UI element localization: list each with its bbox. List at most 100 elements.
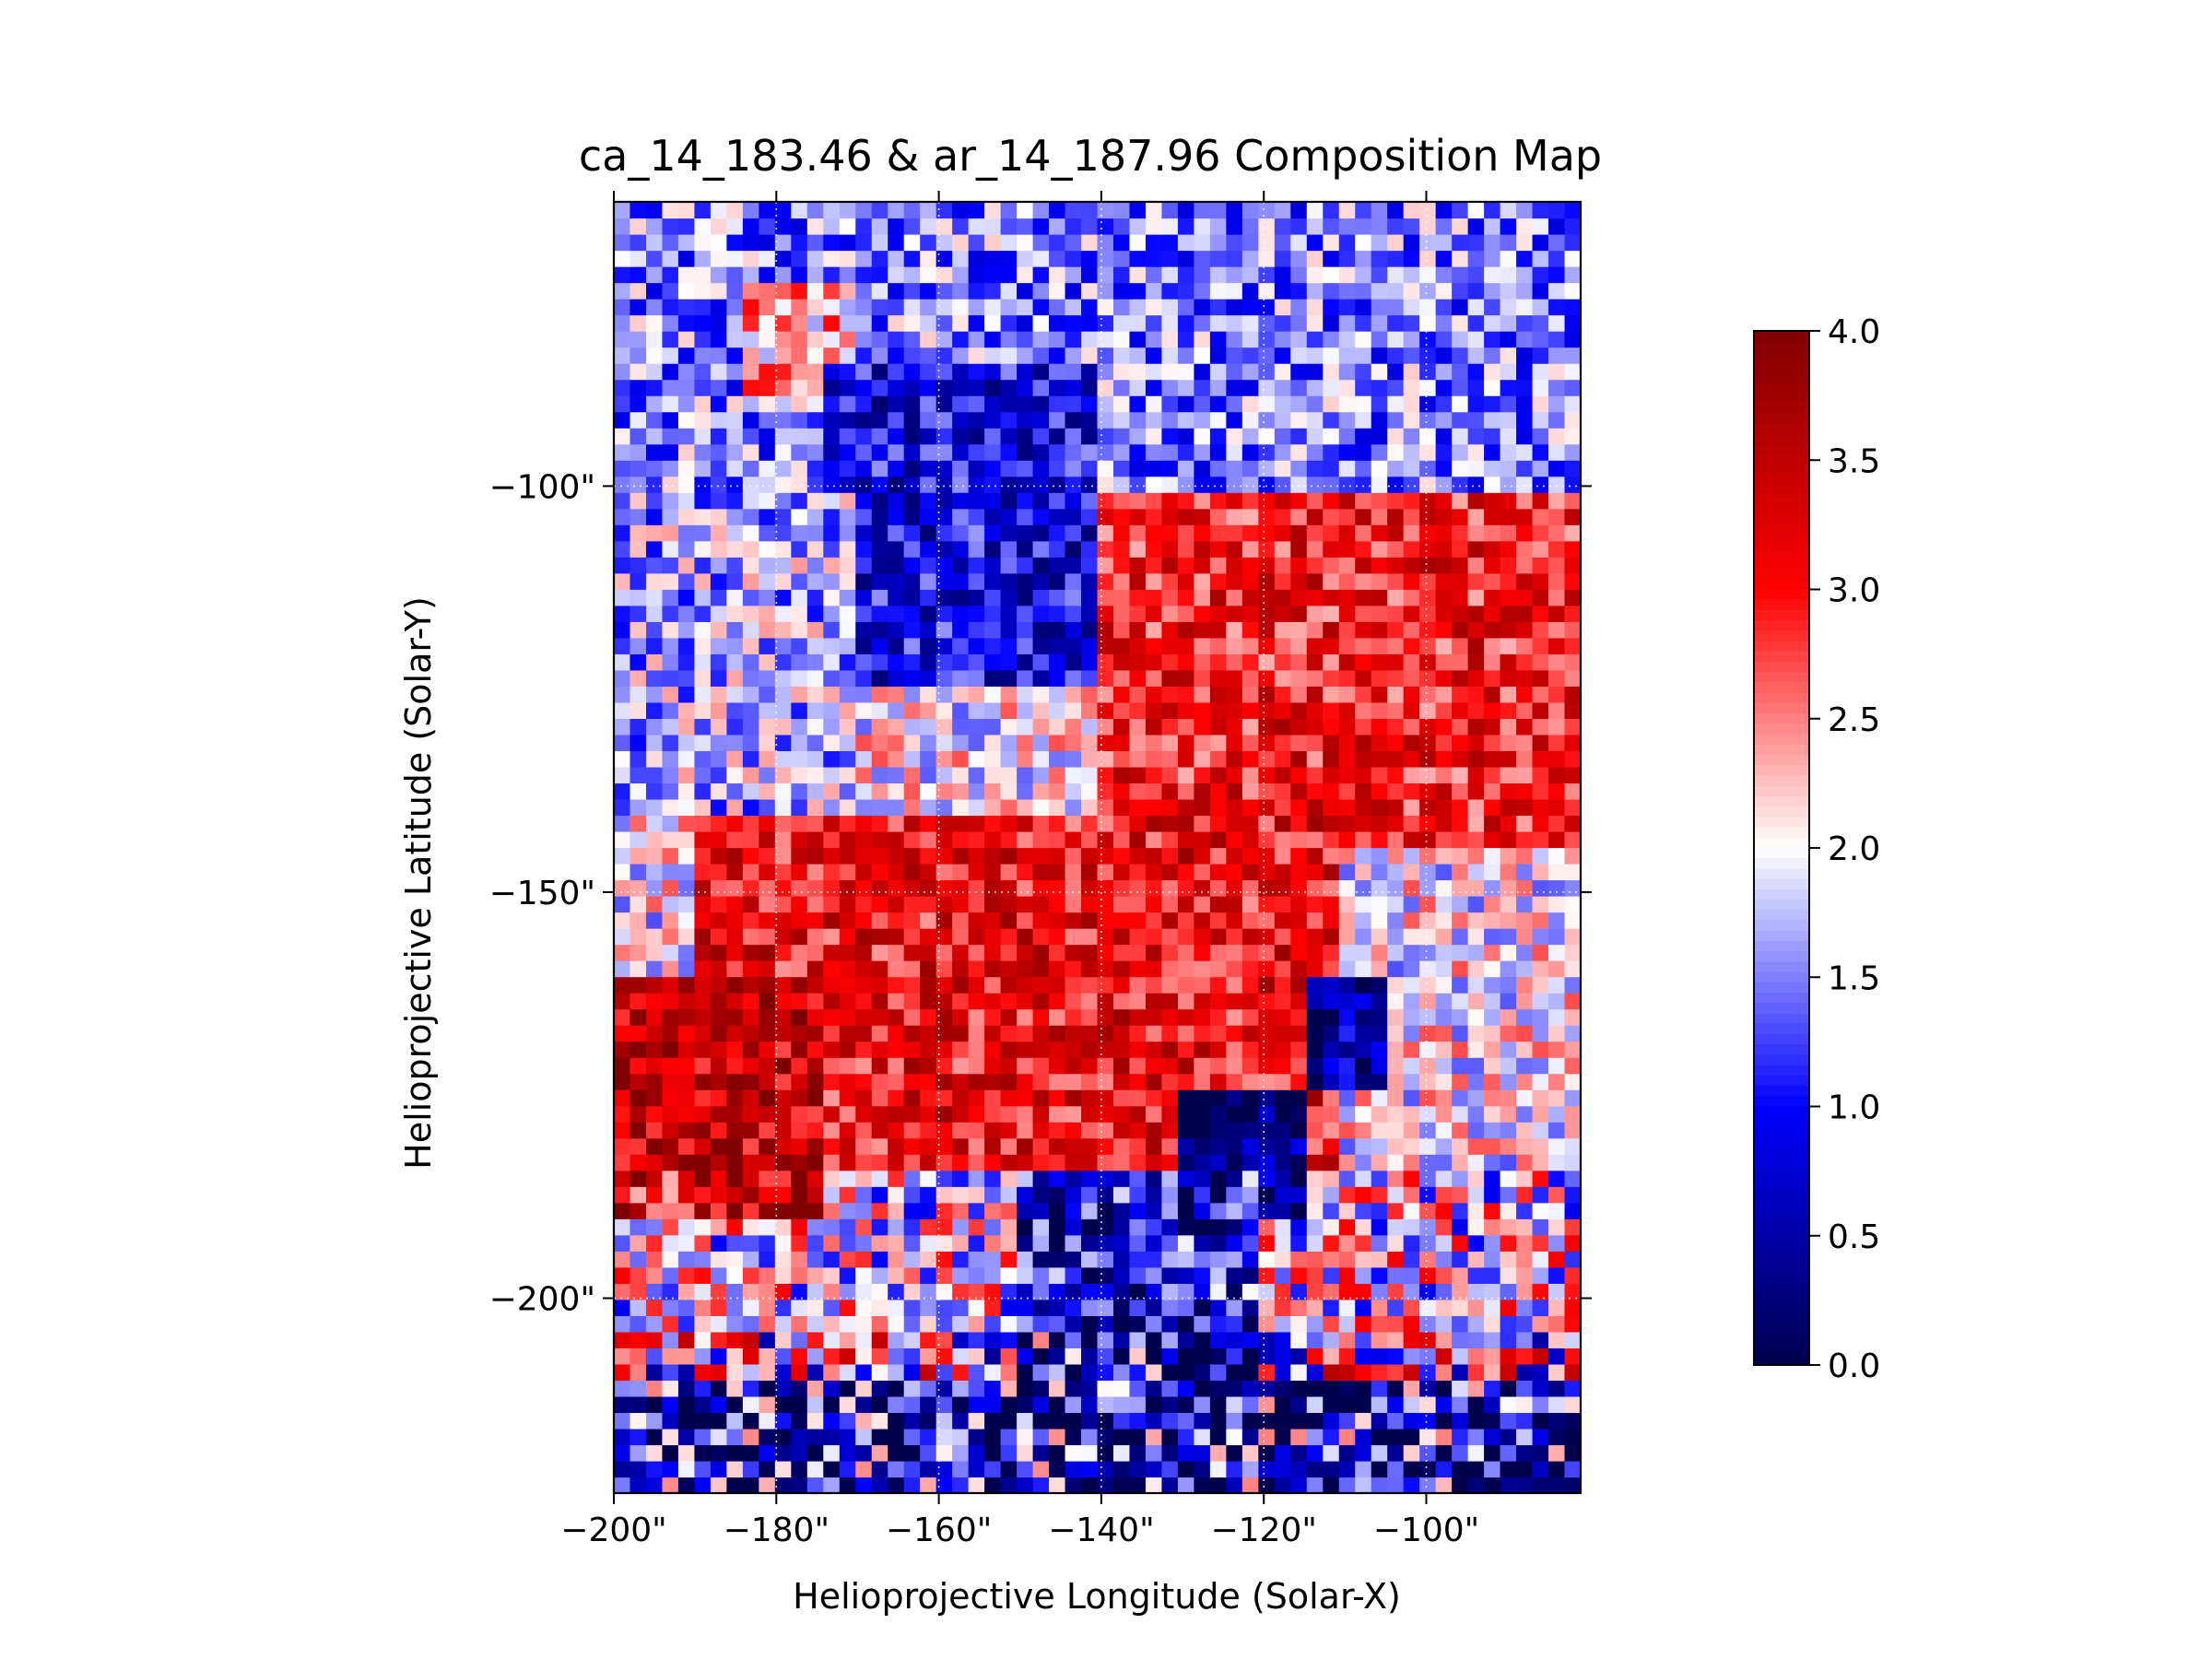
heatmap-cell: [1500, 669, 1517, 687]
heatmap-cell: [1274, 1444, 1291, 1462]
heatmap-cell: [1145, 637, 1163, 654]
heatmap-cell: [1500, 1122, 1517, 1139]
heatmap-cell: [791, 460, 808, 477]
heatmap-cell: [1226, 1105, 1243, 1123]
heatmap-cell: [694, 621, 712, 639]
heatmap-cell: [677, 864, 696, 881]
heatmap-cell: [1194, 1025, 1211, 1042]
heatmap-cell: [1145, 250, 1163, 267]
heatmap-cell: [1355, 621, 1372, 639]
heatmap-cell: [1419, 701, 1437, 719]
heatmap-cell: [1097, 589, 1114, 606]
heatmap-cell: [1387, 1347, 1405, 1365]
heatmap-cell: [823, 314, 841, 332]
heatmap-cell: [1452, 605, 1469, 622]
heatmap-cell: [871, 718, 888, 735]
heatmap-cell: [1387, 1170, 1405, 1187]
heatmap-cell: [935, 1122, 953, 1139]
heatmap-cell: [694, 750, 712, 768]
heatmap-cell: [1467, 282, 1485, 300]
heatmap-cell: [1484, 1154, 1501, 1171]
heatmap-cell: [806, 815, 824, 832]
heatmap-cell: [1097, 266, 1114, 284]
heatmap-cell: [1049, 1154, 1066, 1171]
heatmap-cell: [1306, 1315, 1324, 1333]
heatmap-cell: [1000, 1428, 1018, 1446]
heatmap-cell: [1355, 976, 1372, 994]
heatmap-cell: [1435, 1380, 1453, 1397]
heatmap-cell: [839, 572, 856, 590]
heatmap-cell: [1258, 976, 1276, 994]
heatmap-cell: [823, 766, 841, 784]
heatmap-cell: [694, 347, 712, 364]
heatmap-cell: [984, 718, 1002, 735]
heatmap-cell: [888, 993, 905, 1010]
heatmap-cell: [903, 1283, 921, 1300]
heatmap-cell: [1241, 1477, 1259, 1494]
heatmap-cell: [1484, 379, 1501, 396]
heatmap-cell: [1097, 896, 1114, 913]
heatmap-cell: [888, 572, 905, 590]
heatmap-cell: [1419, 1299, 1437, 1316]
heatmap-cell: [759, 1266, 776, 1284]
x-axis-ticks: −200" −180" −160" −140" −120" −100": [560, 191, 1479, 1549]
heatmap-cell: [1032, 1122, 1050, 1139]
heatmap-cell: [888, 637, 905, 654]
heatmap-cell: [968, 218, 985, 235]
heatmap-cell: [1323, 605, 1340, 622]
heatmap-cell: [1323, 1395, 1340, 1414]
heatmap-cell: [839, 540, 856, 558]
heatmap-cell: [1258, 282, 1276, 300]
heatmap-cell: [839, 928, 856, 946]
heatmap-cell: [710, 1137, 727, 1155]
heatmap-cell: [1338, 830, 1356, 849]
heatmap-cell: [1532, 1331, 1549, 1348]
heatmap-cell: [1516, 1299, 1534, 1316]
heatmap-cell: [1129, 395, 1147, 413]
heatmap-cell: [935, 1380, 953, 1397]
heatmap-cell: [1032, 1105, 1050, 1123]
heatmap-cell: [629, 443, 647, 461]
heatmap-cell: [1484, 993, 1501, 1010]
heatmap-cell: [645, 347, 664, 364]
heatmap-cell: [1306, 686, 1324, 703]
heatmap-cell: [629, 928, 647, 946]
heatmap-cell: [1081, 993, 1099, 1010]
heatmap-cell: [1177, 701, 1194, 719]
heatmap-cell: [1452, 428, 1469, 445]
heatmap-cell: [1194, 299, 1211, 316]
heatmap-cell: [1049, 944, 1066, 961]
heatmap-cell: [1161, 1347, 1179, 1365]
heatmap-cell: [710, 928, 727, 946]
heatmap-cell: [1435, 944, 1453, 961]
colorbar-segment: [1754, 806, 1809, 818]
heatmap-cell: [1209, 1218, 1227, 1236]
colorbar-segment: [1754, 609, 1809, 621]
heatmap-cell: [791, 443, 808, 461]
heatmap-cell: [952, 1154, 970, 1171]
heatmap-cell: [1290, 1154, 1308, 1171]
heatmap-cell: [1435, 1218, 1453, 1236]
heatmap-cell: [1258, 476, 1276, 493]
heatmap-cell: [1532, 912, 1549, 929]
heatmap-cell: [1290, 896, 1308, 913]
heatmap-cell: [1306, 266, 1324, 284]
heatmap-cell: [1177, 234, 1194, 252]
heatmap-cell: [1065, 250, 1082, 267]
heatmap-cell: [1484, 428, 1501, 445]
heatmap-cell: [742, 864, 759, 881]
heatmap-cell: [806, 750, 824, 768]
heatmap-cell: [791, 540, 808, 558]
heatmap-cell: [1226, 1218, 1243, 1236]
heatmap-cell: [726, 266, 744, 284]
heatmap-cell: [1112, 830, 1131, 849]
colorbar-segment: [1754, 765, 1809, 777]
heatmap-cell: [1338, 411, 1356, 429]
heatmap-cell: [1081, 1154, 1099, 1171]
heatmap-cell: [1241, 250, 1259, 267]
heatmap-cell: [935, 1154, 953, 1171]
heatmap-cell: [1129, 476, 1147, 493]
heatmap-cell: [823, 960, 841, 978]
heatmap-cell: [645, 1186, 664, 1204]
heatmap-cell: [888, 798, 905, 817]
